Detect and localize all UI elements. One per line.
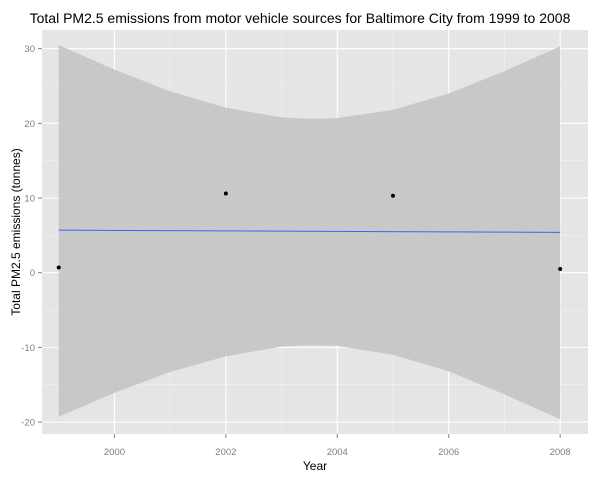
x-tick-label: 2006 xyxy=(438,447,459,458)
x-tick-label: 2002 xyxy=(215,447,236,458)
data-point xyxy=(56,265,61,270)
data-points xyxy=(56,191,563,271)
data-point xyxy=(558,266,563,271)
y-tick-label: 10 xyxy=(24,194,35,205)
x-tick-label: 2000 xyxy=(104,447,125,458)
fit-line xyxy=(58,229,561,233)
x-axis-ticks: 2000 2002 2004 2006 2008 xyxy=(104,434,571,458)
y-axis-title: Total PM2.5 emissions (tonnes) xyxy=(9,148,23,315)
x-tick-label: 2008 xyxy=(550,447,571,458)
y-tick-label: 20 xyxy=(24,119,35,130)
x-tick-label: 2004 xyxy=(327,447,348,458)
data-point xyxy=(223,191,228,196)
chart-title: Total PM2.5 emissions from motor vehicle… xyxy=(30,10,571,26)
confidence-band xyxy=(58,44,561,420)
y-tick-label: 0 xyxy=(30,268,35,279)
y-tick-label: -20 xyxy=(21,418,35,429)
data-point xyxy=(391,193,395,198)
x-axis-title: Year xyxy=(303,459,327,473)
y-axis-ticks: -20 -10 0 10 20 30 xyxy=(21,44,42,429)
y-tick-label: -10 xyxy=(21,343,35,354)
y-tick-label: 30 xyxy=(24,44,35,55)
